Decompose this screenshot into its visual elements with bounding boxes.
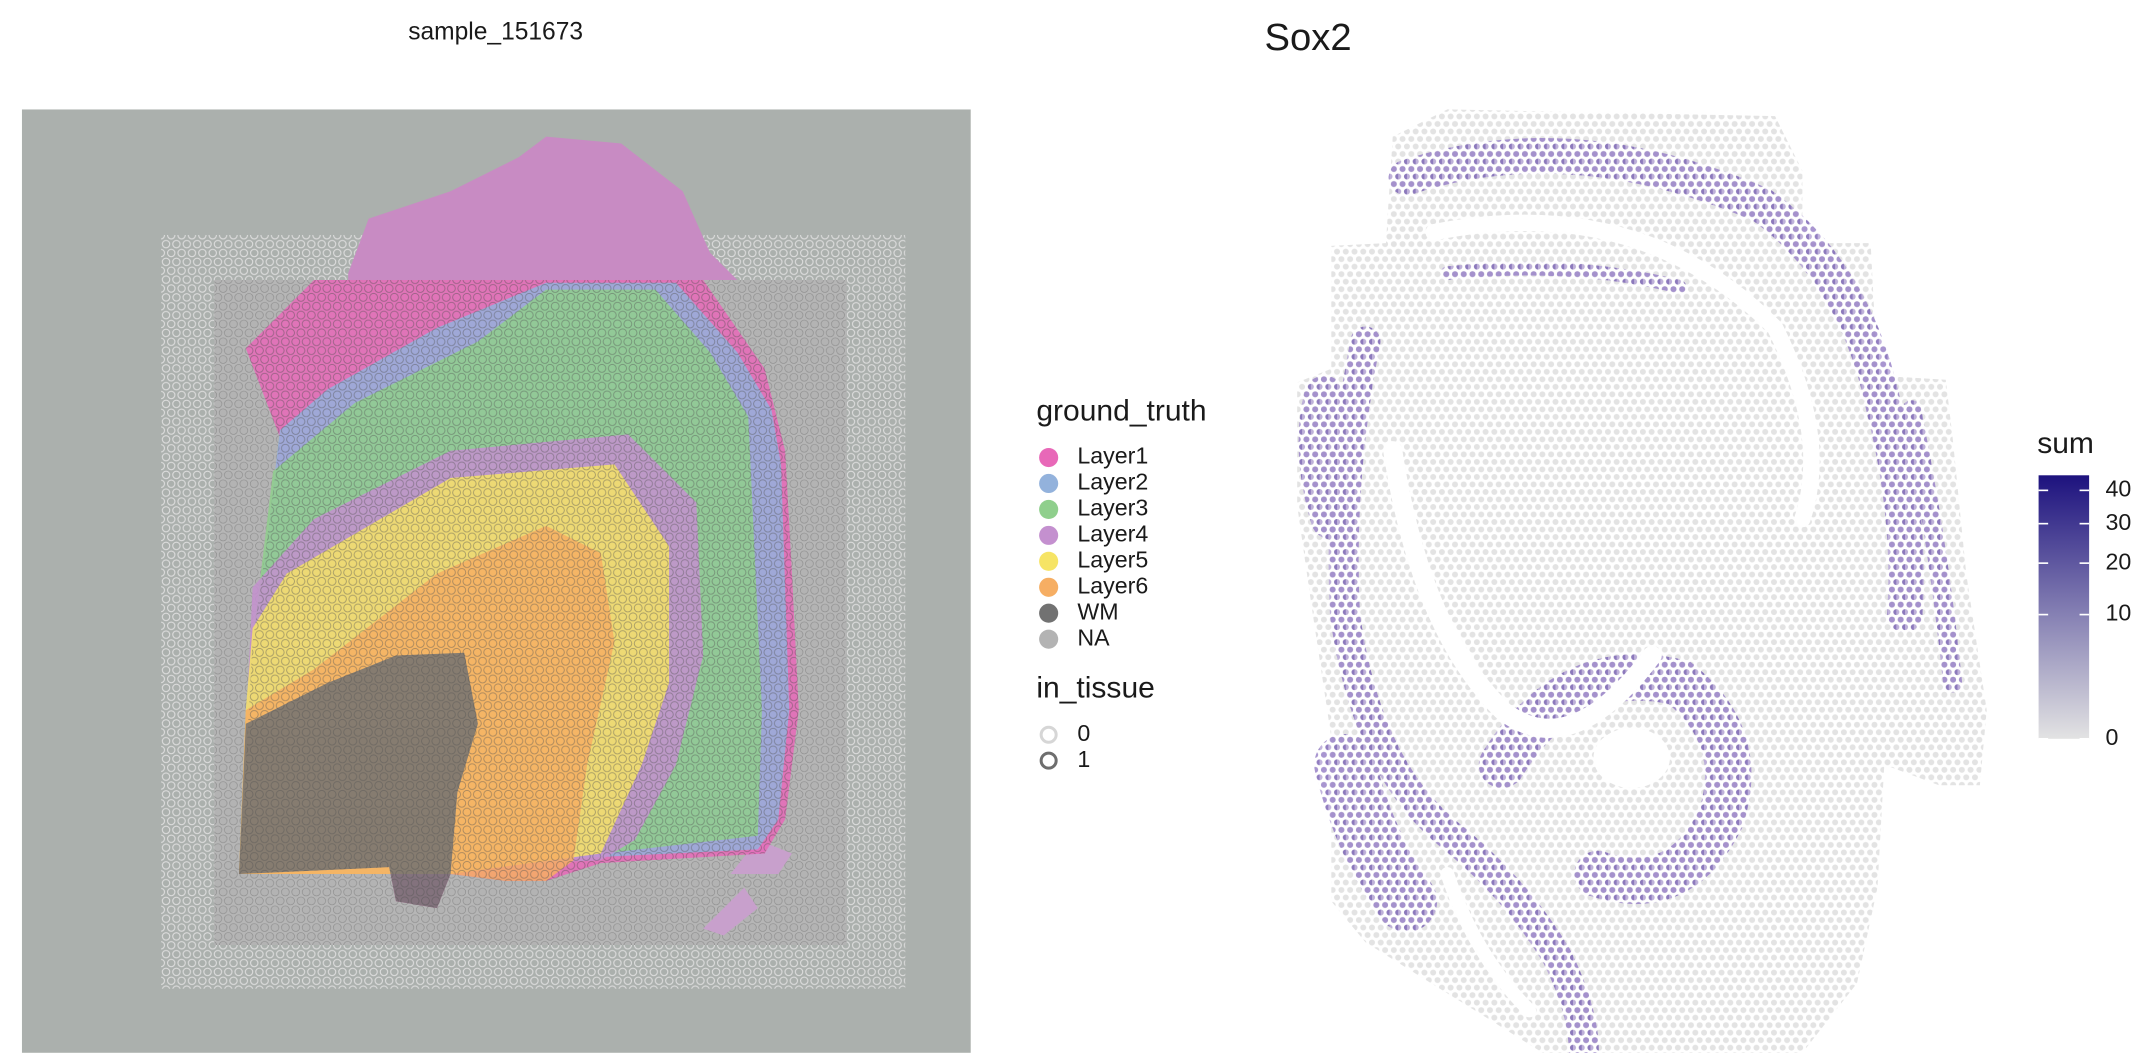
colorbar-tick-label: 20 <box>2105 548 2131 574</box>
legend-key <box>1039 578 1058 597</box>
legend-key <box>1039 526 1058 545</box>
colorbar: 0 10 20 30 40 <box>2039 475 2132 750</box>
legends: ground_truthLayer1Layer2Layer3Layer4Laye… <box>1036 394 1206 771</box>
colorbar-tick-label: 40 <box>2105 475 2131 501</box>
tissue-panel <box>22 109 971 1053</box>
legend-key <box>1039 604 1058 623</box>
colorbar-title: sum <box>2037 427 2094 460</box>
legend-label: 1 <box>1077 746 1090 772</box>
legend-key <box>1039 448 1058 467</box>
legend-label: Layer1 <box>1077 443 1148 469</box>
right-title: Sox2 <box>1265 16 1352 59</box>
legend-key <box>1041 753 1056 768</box>
legend-label: Layer5 <box>1077 546 1148 572</box>
expression-panel <box>1297 109 1987 1053</box>
figure: sample_151673 Sox2 ground_truthLayer1Lay… <box>0 0 2141 1053</box>
left-title: sample_151673 <box>408 18 583 45</box>
page: {"chart_data": [ {"type": "spatial", "ti… <box>0 0 2141 1053</box>
legend-label: Layer2 <box>1077 469 1148 495</box>
legend-label: WM <box>1077 598 1118 624</box>
legend-key <box>1039 630 1058 649</box>
legend-key <box>1041 727 1056 742</box>
legend-key <box>1039 474 1058 493</box>
legend-title: ground_truth <box>1036 394 1206 427</box>
colorbar-bar <box>2039 475 2090 739</box>
legend-label: 0 <box>1077 720 1090 746</box>
colorbar-tick-label: 0 <box>2105 724 2118 750</box>
legend-title: in_tissue <box>1036 672 1154 705</box>
legend-label: NA <box>1077 624 1110 650</box>
colorbar-tick-label: 10 <box>2105 600 2131 626</box>
legend-label: Layer4 <box>1077 521 1148 547</box>
spot-grid <box>239 280 799 908</box>
legend-label: Layer3 <box>1077 495 1148 521</box>
legend-label: Layer6 <box>1077 572 1148 598</box>
colorbar-tick-label: 30 <box>2105 509 2131 535</box>
legend-key <box>1039 500 1058 519</box>
legend-key <box>1039 552 1058 571</box>
